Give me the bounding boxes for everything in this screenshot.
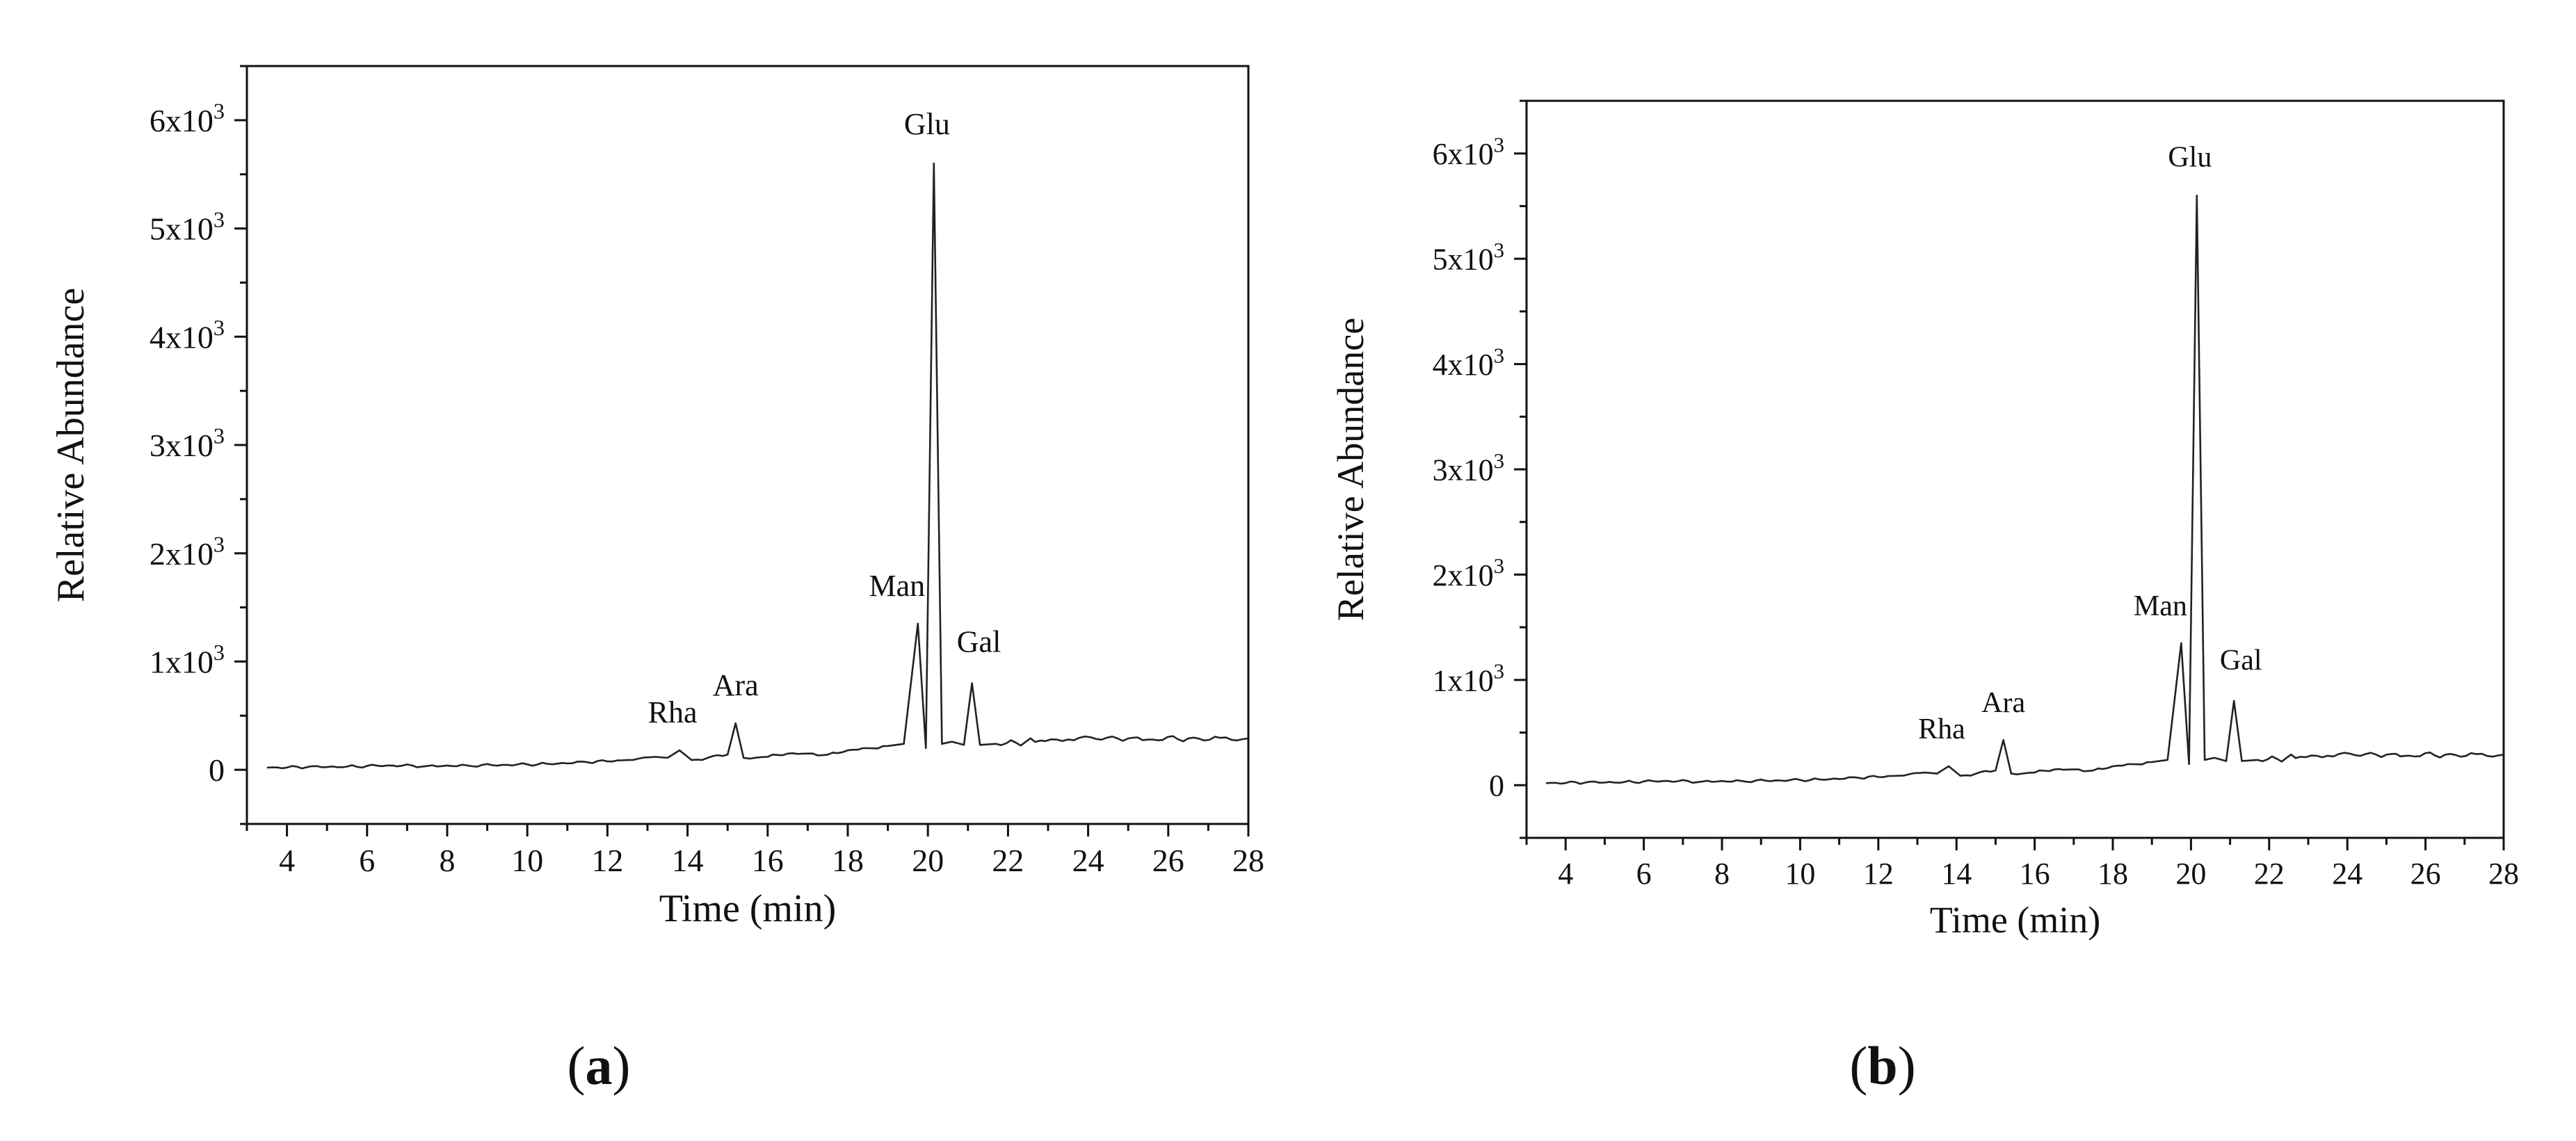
x-tick-label: 10 bbox=[511, 843, 543, 878]
caption-letter: b bbox=[1867, 1035, 1898, 1096]
peak-label: Ara bbox=[1981, 687, 2025, 719]
peak-label: Glu bbox=[2168, 141, 2212, 173]
x-tick-label: 14 bbox=[672, 843, 704, 878]
y-tick-label: 4x103 bbox=[150, 315, 225, 355]
x-axis-label: Time (min) bbox=[659, 887, 837, 930]
x-tick-label: 10 bbox=[1785, 857, 1815, 891]
x-tick-label: 12 bbox=[591, 843, 623, 878]
peak-label: Rha bbox=[1918, 713, 1965, 745]
y-tick-label: 5x103 bbox=[150, 207, 225, 246]
caption-open: ( bbox=[1849, 1035, 1868, 1096]
y-tick-label: 3x103 bbox=[150, 423, 225, 463]
y-axis-label: Relative Abundance bbox=[1330, 318, 1371, 621]
series-line bbox=[1546, 195, 2504, 785]
x-tick-label: 16 bbox=[752, 843, 784, 878]
x-tick-label: 18 bbox=[2098, 857, 2128, 891]
x-tick-label: 6 bbox=[1636, 857, 1652, 891]
series-line bbox=[266, 162, 1249, 770]
y-tick-label: 6x103 bbox=[150, 99, 225, 138]
y-tick-label: 0 bbox=[209, 752, 225, 788]
x-tick-label: 4 bbox=[1558, 857, 1573, 891]
y-tick-label: 3x103 bbox=[1433, 449, 1504, 487]
caption-open: ( bbox=[567, 1035, 586, 1096]
y-tick-label: 1x103 bbox=[1433, 660, 1504, 698]
x-tick-label: 4 bbox=[279, 843, 295, 878]
chart-panel-a: 4 6 8 10 12 14 16 18 20 22 24 26 28 0 1x103 2x103 3x103 4… bbox=[49, 65, 1264, 930]
panel-caption-a: (a) bbox=[543, 1035, 654, 1097]
x-tick-label: 8 bbox=[440, 843, 456, 878]
chart-panel-b: 4 6 8 10 12 14 16 18 20 22 24 26 28 0 1x103 2x103 3x103 4… bbox=[1330, 99, 2519, 941]
peak-label: Man bbox=[869, 569, 925, 603]
y-tick-label: 2x103 bbox=[1433, 554, 1504, 592]
peak-label: Gal bbox=[2220, 645, 2262, 677]
caption-letter: a bbox=[585, 1035, 613, 1096]
x-tick-label: 18 bbox=[832, 843, 864, 878]
x-tick-label: 8 bbox=[1714, 857, 1730, 891]
y-tick-label: 0 bbox=[1489, 769, 1504, 803]
y-tick-label: 4x103 bbox=[1433, 343, 1504, 382]
x-tick-label: 24 bbox=[1072, 843, 1104, 878]
y-tick-label: 6x103 bbox=[1433, 133, 1504, 172]
x-tick-label: 20 bbox=[2175, 857, 2206, 891]
x-tick-label: 28 bbox=[1232, 843, 1264, 878]
y-axis-label: Relative Abundance bbox=[49, 288, 92, 603]
x-tick-label: 26 bbox=[2410, 857, 2441, 891]
x-tick-label: 12 bbox=[1863, 857, 1894, 891]
x-tick-label: 28 bbox=[2488, 857, 2519, 891]
x-tick-label: 14 bbox=[1941, 857, 1972, 891]
caption-close: ) bbox=[612, 1035, 631, 1096]
caption-close: ) bbox=[1897, 1035, 1916, 1096]
peak-label: Ara bbox=[713, 668, 759, 702]
y-tick-label: 1x103 bbox=[150, 640, 225, 679]
x-tick-label: 22 bbox=[2254, 857, 2285, 891]
y-tick-label: 2x103 bbox=[150, 531, 225, 571]
panel-caption-b: (b) bbox=[1827, 1035, 1938, 1097]
x-tick-label: 6 bbox=[359, 843, 375, 878]
y-tick-label: 5x103 bbox=[1433, 238, 1504, 277]
x-tick-label: 22 bbox=[992, 843, 1024, 878]
x-tick-label: 24 bbox=[2332, 857, 2362, 891]
plot-frame bbox=[245, 65, 1250, 825]
peak-label: Glu bbox=[904, 107, 950, 141]
peak-label: Gal bbox=[957, 625, 1001, 659]
peak-label: Man bbox=[2134, 590, 2187, 622]
x-tick-label: 16 bbox=[2020, 857, 2050, 891]
x-tick-label: 20 bbox=[912, 843, 944, 878]
x-tick-label: 26 bbox=[1152, 843, 1184, 878]
plot-frame bbox=[1525, 99, 2505, 839]
peak-label: Rha bbox=[648, 695, 698, 729]
x-axis-label: Time (min) bbox=[1930, 899, 2101, 941]
